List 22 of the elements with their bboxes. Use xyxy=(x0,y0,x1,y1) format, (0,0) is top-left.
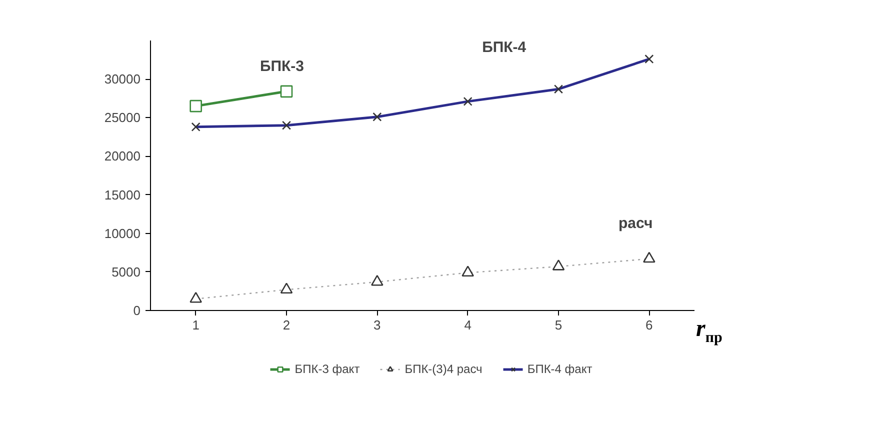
y-tick-label: 25000 xyxy=(104,110,141,126)
x-tick-label: 1 xyxy=(192,318,200,332)
annotation: БПК-3 xyxy=(260,58,304,76)
y-tick-label: 20000 xyxy=(104,148,141,164)
x-tick-label: 3 xyxy=(374,318,381,332)
legend-label: БПК-3 факт xyxy=(294,362,360,376)
y-tick-label: 30000 xyxy=(104,72,141,87)
point xyxy=(190,100,202,112)
point xyxy=(280,85,293,98)
legend-label: БПК-4 факт xyxy=(527,362,592,376)
x-tick-label: 6 xyxy=(646,318,653,332)
x-tick-label: 4 xyxy=(464,318,472,332)
x-tick-label: 2 xyxy=(282,318,290,332)
legend-label: БПК-(3)4 расч xyxy=(404,362,482,376)
x-axis-title: r$_{пр}$ xyxy=(696,316,722,346)
y-tick-label: 15000 xyxy=(104,187,141,202)
annotation: расч xyxy=(618,214,653,232)
y-tick-label: 0 xyxy=(133,303,141,318)
annotation: БПК-4 xyxy=(482,38,527,56)
x-tick-label: 5 xyxy=(554,318,562,332)
y-tick-label: 10000 xyxy=(104,226,141,241)
y-tick-label: 5000 xyxy=(112,264,140,280)
